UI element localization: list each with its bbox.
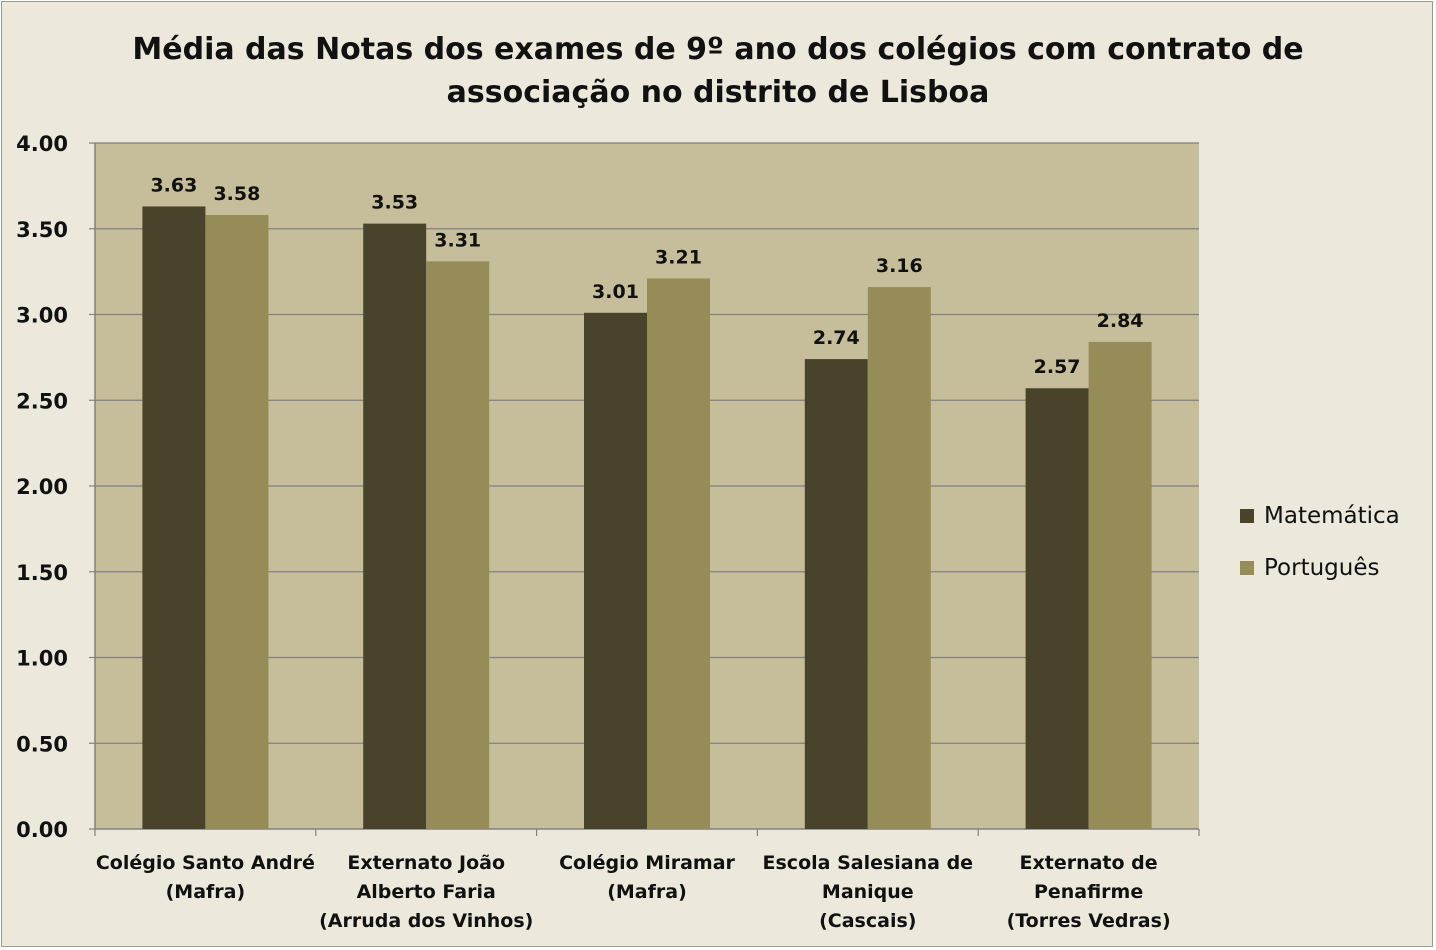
- bar-portugues: [1088, 341, 1152, 829]
- x-category-label: (Torres Vedras): [1007, 910, 1171, 932]
- y-tick-label: 1.00: [16, 647, 68, 671]
- x-category-label: (Arruda dos Vinhos): [319, 910, 533, 932]
- y-tick-label: 3.50: [16, 218, 68, 242]
- chart-title-line-1: Média das Notas dos exames de 9º ano dos…: [132, 32, 1304, 67]
- bar-matematica: [804, 359, 868, 829]
- y-tick-label: 3.00: [16, 304, 68, 328]
- legend-swatch-matematica: [1240, 509, 1254, 523]
- x-category-label: Externato João: [347, 852, 505, 874]
- bar-matematica: [584, 312, 647, 829]
- legend-item-portugues: Português: [1240, 542, 1400, 594]
- x-category-label: (Mafra): [607, 881, 687, 903]
- x-category-label: (Mafra): [166, 881, 246, 903]
- data-label: 3.31: [434, 229, 481, 251]
- x-category-label: (Cascais): [819, 910, 916, 932]
- y-tick-label: 2.00: [16, 475, 68, 499]
- legend-label-matematica: Matemática: [1264, 503, 1400, 529]
- x-category-label: Escola Salesiana de: [763, 852, 974, 874]
- x-category-label: Penafirme: [1034, 881, 1143, 903]
- y-tick-label: 0.50: [16, 732, 68, 756]
- x-category-label: Externato de: [1020, 852, 1158, 874]
- bar-matematica: [1025, 388, 1089, 829]
- y-tick-label: 0.00: [16, 818, 68, 842]
- data-label: 2.57: [1034, 356, 1081, 378]
- x-category-label: Colégio Miramar: [559, 852, 735, 874]
- x-category-label: Alberto Faria: [357, 881, 496, 903]
- bar-portugues: [647, 278, 710, 829]
- chart-title-line-2: associação no distrito de Lisboa: [446, 75, 990, 110]
- bar-portugues: [426, 261, 490, 830]
- bar-portugues: [205, 215, 269, 829]
- data-label: 3.53: [371, 192, 418, 214]
- data-label: 3.21: [655, 246, 702, 268]
- bar-portugues: [867, 287, 931, 829]
- legend-label-portugues: Português: [1264, 555, 1380, 581]
- chart-title: Média das Notas dos exames de 9º ano dos…: [100, 28, 1336, 114]
- x-category-label: Colégio Santo André: [96, 852, 315, 874]
- bar-matematica: [142, 206, 206, 829]
- y-tick-label: 2.50: [16, 389, 68, 413]
- data-label: 2.84: [1097, 310, 1144, 332]
- data-label: 3.01: [592, 281, 639, 303]
- data-label: 3.63: [150, 174, 197, 196]
- y-tick-label: 1.50: [16, 561, 68, 585]
- y-tick-label: 4.00: [16, 132, 68, 156]
- data-label: 3.16: [876, 255, 923, 277]
- legend-swatch-portugues: [1240, 561, 1254, 575]
- data-label: 2.74: [813, 327, 860, 349]
- data-label: 3.58: [213, 183, 260, 205]
- legend: Matemática Português: [1240, 490, 1400, 594]
- bar-matematica: [363, 223, 427, 830]
- x-category-label: Manique: [822, 881, 914, 903]
- legend-item-matematica: Matemática: [1240, 490, 1400, 542]
